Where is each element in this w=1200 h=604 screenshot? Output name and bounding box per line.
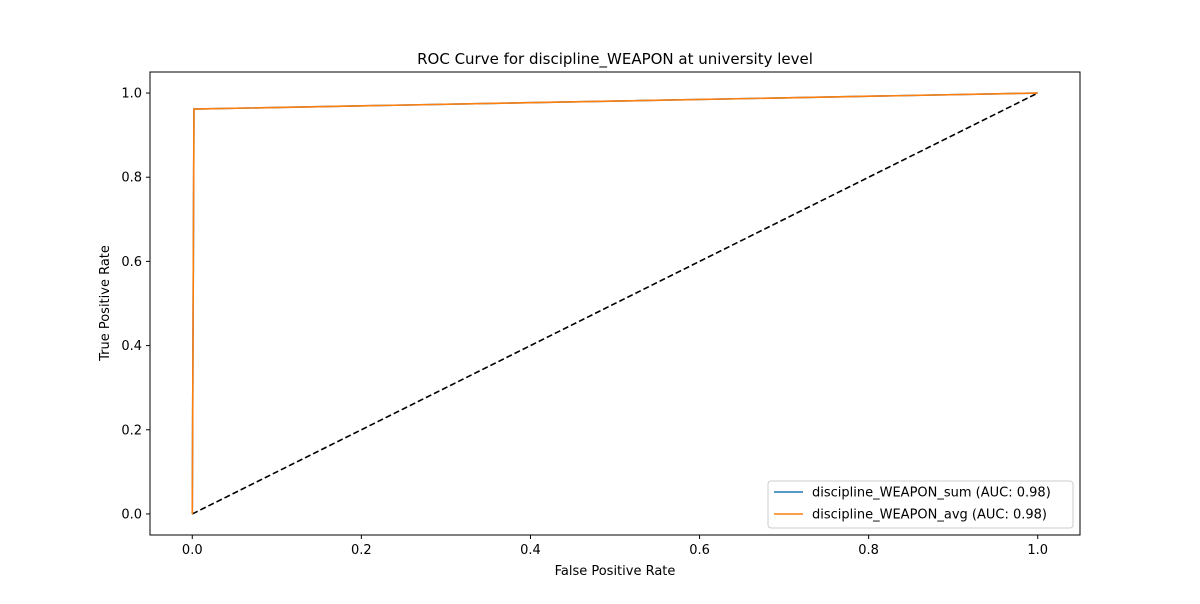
x-tick-label: 0.2 (351, 543, 372, 558)
y-tick-label: 0.8 (121, 171, 142, 186)
y-tick-label: 0.6 (121, 255, 142, 270)
x-tick-label: 1.0 (1027, 543, 1048, 558)
y-tick-label: 0.0 (121, 507, 142, 522)
legend-label: discipline_WEAPON_sum (AUC: 0.98) (812, 486, 1051, 501)
reference-diagonal-line (191, 92, 1039, 515)
legend-label: discipline_WEAPON_avg (AUC: 0.98) (812, 508, 1047, 523)
series-line-avg (191, 92, 1038, 514)
y-tick-label: 0.2 (121, 423, 142, 438)
y-axis-label: True Positive Rate (98, 245, 113, 362)
y-tick-label: 0.4 (121, 339, 142, 354)
x-tick-label: 0.8 (858, 543, 879, 558)
legend: discipline_WEAPON_sum (AUC: 0.98) discipl… (767, 480, 1074, 529)
x-axis-label: False Positive Rate (555, 564, 676, 579)
chart-title: ROC Curve for discipline_WEAPON at unive… (417, 50, 813, 69)
x-tick-label: 0.6 (689, 543, 710, 558)
legend-frame (767, 480, 1074, 529)
x-tick-label: 0.4 (520, 543, 541, 558)
data-layer (191, 92, 1039, 515)
axes-layer: 0.0 0.2 0.4 0.6 0.8 1.0 0.0 0.2 0.4 0.6 0.8 1.0 (121, 87, 1048, 558)
y-tick-label: 1.0 (121, 87, 142, 102)
x-tick-label: 0.0 (182, 543, 203, 558)
plot-frame (149, 71, 1081, 536)
